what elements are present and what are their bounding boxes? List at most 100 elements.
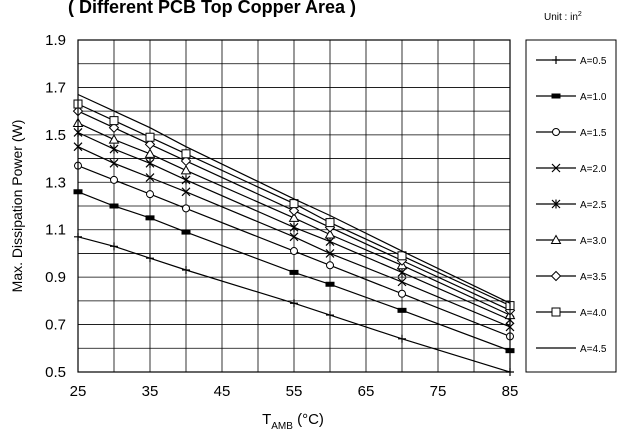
y-tick-label: 0.5	[45, 364, 66, 381]
data-marker	[144, 139, 156, 150]
data-marker	[108, 122, 120, 133]
unit-note: Unit : in2	[544, 11, 582, 23]
data-marker	[550, 270, 562, 282]
legend-label: A=4.0	[580, 308, 607, 319]
data-marker	[397, 307, 407, 313]
data-marker	[550, 234, 562, 244]
y-tick-label: 1.7	[45, 79, 66, 96]
data-marker	[325, 237, 335, 247]
data-marker	[145, 158, 155, 168]
x-axis-label-sub: AMB	[271, 421, 293, 432]
data-marker	[325, 249, 335, 258]
series-A=4.5	[77, 93, 511, 304]
series-line	[77, 191, 511, 352]
legend-entry: A=1.5	[536, 128, 607, 139]
series-A=2.0	[73, 142, 515, 332]
data-marker	[181, 149, 191, 159]
data-marker	[288, 205, 300, 216]
x-tick-label: 85	[502, 383, 519, 400]
series-line	[77, 131, 511, 321]
x-tick-label: 35	[142, 383, 159, 400]
data-marker	[145, 173, 155, 182]
data-marker	[146, 254, 154, 263]
data-marker	[397, 277, 407, 287]
data-marker	[145, 132, 155, 142]
legend-entry: A=4.5	[536, 344, 607, 355]
data-marker	[326, 261, 334, 270]
series-A=2.5	[73, 127, 515, 325]
legend-label: A=2.0	[580, 164, 607, 175]
x-tick-label: 65	[358, 383, 375, 400]
data-marker	[289, 269, 299, 275]
data-marker	[109, 116, 119, 126]
series-line	[77, 93, 511, 304]
chart-title: ( Different PCB Top Copper Area )	[68, 0, 356, 17]
legend-entries: A=0.5 A=1.0 A=1.5 A=2.0 A=2.5 A=3.0 A=3.5 A=4.0…	[536, 56, 607, 355]
data-marker	[109, 158, 119, 168]
data-marker	[398, 289, 406, 298]
data-marker	[109, 144, 119, 154]
series-line	[77, 103, 511, 307]
data-marker	[397, 267, 407, 277]
legend-entry: A=1.0	[536, 92, 607, 103]
data-marker	[325, 218, 335, 228]
data-marker	[289, 222, 299, 232]
x-axis-label-main: T	[262, 411, 271, 428]
data-marker	[181, 229, 191, 235]
data-marker	[551, 163, 561, 173]
x-tick-label: 55	[286, 383, 303, 400]
y-tick-label: 0.9	[45, 269, 66, 286]
y-tick-label: 1.5	[45, 127, 66, 144]
data-marker	[552, 56, 560, 64]
legend-entry: A=3.5	[536, 270, 607, 283]
x-tick-label: 75	[430, 383, 447, 400]
legend: A=0.5 A=1.0 A=1.5 A=2.0 A=2.5 A=3.0 A=3.5 A=4.0…	[525, 39, 617, 373]
data-marker	[110, 175, 118, 184]
legend-label: A=0.5	[580, 56, 607, 67]
series-line	[77, 165, 511, 337]
data-marker	[108, 134, 120, 144]
unit-note-exponent: 2	[578, 11, 582, 18]
series-line	[77, 122, 511, 316]
legend-label: A=3.0	[580, 236, 607, 247]
legend-frame	[525, 39, 617, 373]
unit-note-text: Unit : in	[544, 12, 578, 23]
x-axis-label-unit: (°C)	[293, 411, 324, 428]
data-marker	[110, 242, 118, 251]
data-marker	[146, 190, 154, 199]
legend-label: A=4.5	[580, 344, 607, 355]
data-marker	[181, 187, 191, 197]
y-tick-label: 1.9	[45, 32, 66, 49]
x-tick-label: 25	[70, 383, 87, 400]
legend-entry: A=0.5	[536, 56, 607, 67]
series-line	[77, 236, 511, 373]
legend-entry: A=2.5	[536, 199, 607, 211]
data-marker	[290, 247, 298, 256]
data-marker	[109, 203, 119, 209]
x-axis-label: TAMB (°C)	[262, 411, 324, 432]
data-marker	[325, 281, 335, 287]
legend-label: A=1.5	[580, 128, 607, 139]
data-marker	[182, 266, 190, 275]
data-marker	[397, 251, 407, 261]
data-marker	[551, 307, 561, 317]
y-tick-label: 1.1	[45, 222, 66, 239]
data-marker	[290, 299, 298, 308]
legend-label: A=1.0	[580, 92, 607, 103]
data-marker	[326, 311, 334, 320]
series-line	[77, 146, 511, 328]
data-marker	[181, 175, 191, 185]
data-marker	[551, 93, 561, 99]
data-marker	[288, 212, 300, 222]
y-tick-label: 0.7	[45, 317, 66, 334]
data-marker	[324, 228, 336, 239]
legend-entry: A=2.0	[536, 163, 607, 175]
x-tick-label: 45	[214, 383, 231, 400]
data-marker	[180, 155, 192, 167]
tick-labels: 25 35 45 55 65 75 85 0.5 0.7 0.9 1.1 1.3 1.5 1.7 1.9	[45, 32, 518, 400]
legend-label: A=3.5	[580, 272, 607, 283]
data-marker	[180, 164, 192, 175]
legend-label: A=2.5	[580, 200, 607, 211]
y-tick-label: 1.3	[45, 174, 66, 191]
